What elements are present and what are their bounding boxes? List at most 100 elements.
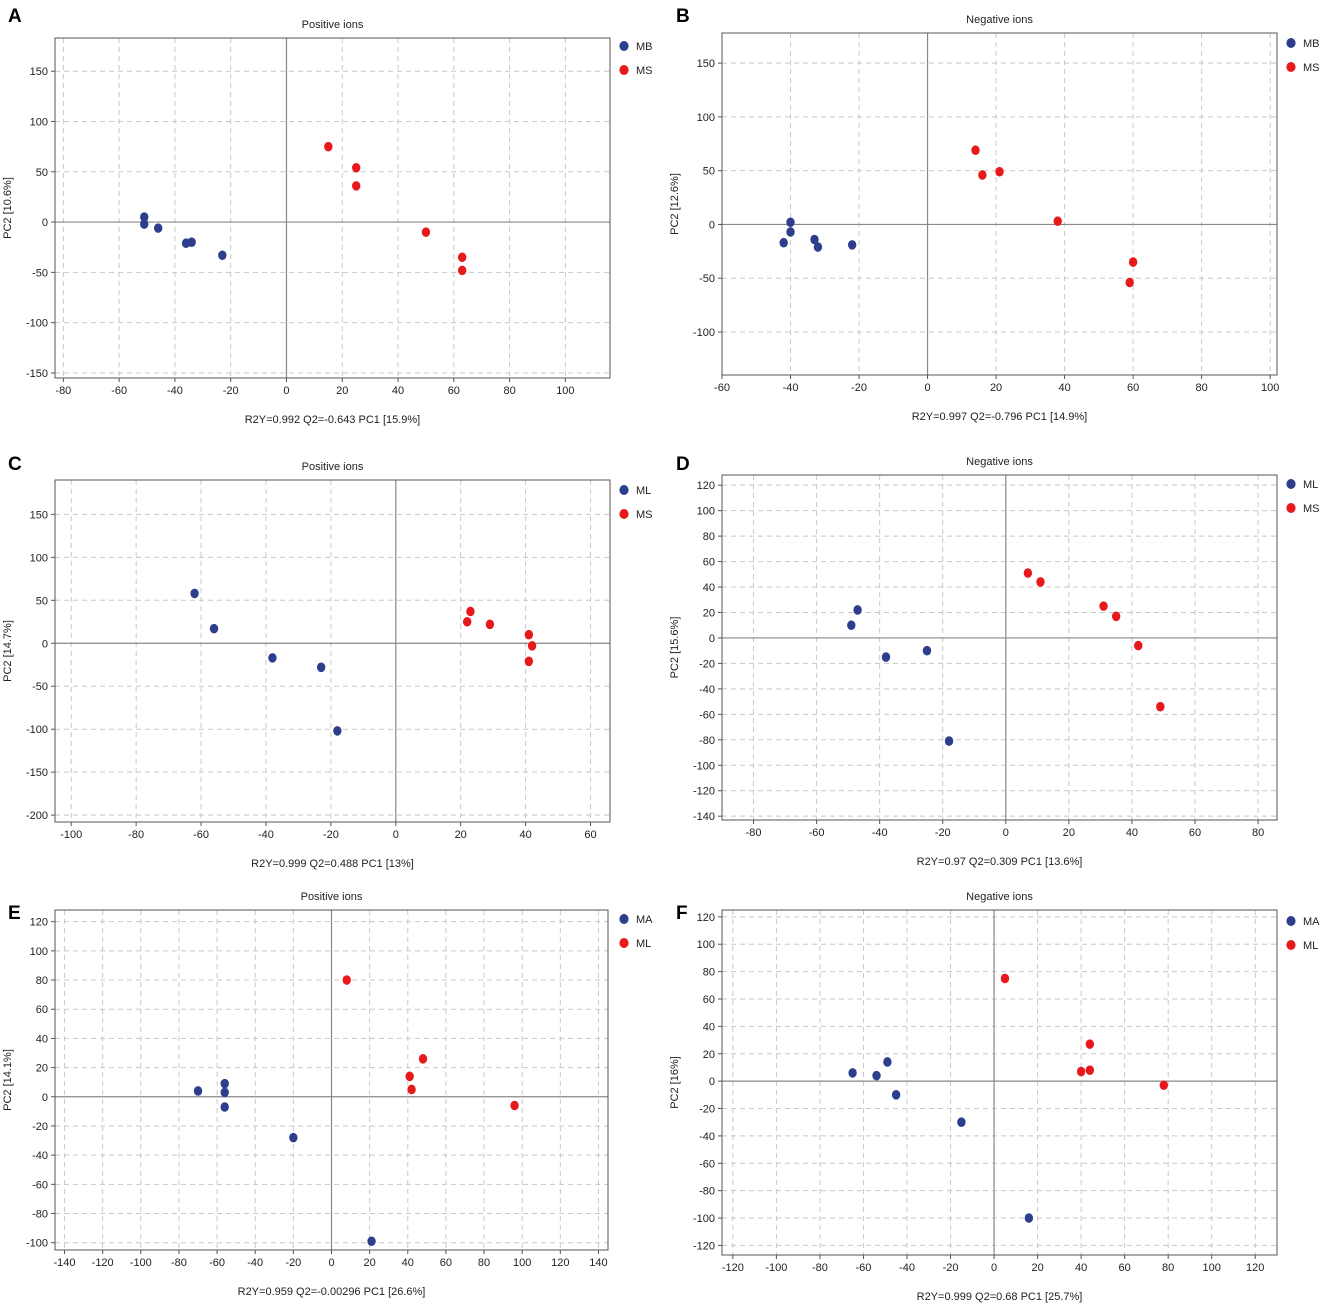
x-tick-label: -100 bbox=[130, 1257, 152, 1269]
data-point-ml bbox=[944, 736, 954, 746]
data-point-ml bbox=[1085, 1065, 1095, 1075]
panel-label: B bbox=[676, 6, 690, 27]
y-tick-label: 0 bbox=[42, 217, 48, 229]
legend-marker-ma bbox=[619, 914, 629, 924]
chart-title: Negative ions bbox=[966, 891, 1033, 903]
data-point-mb bbox=[847, 240, 857, 250]
x-tick-label: -40 bbox=[247, 1257, 263, 1269]
y-axis-label: PC2 [14.1%] bbox=[2, 1049, 14, 1111]
legend-label-ms: MS bbox=[1303, 62, 1320, 74]
plot-frame bbox=[54, 479, 611, 823]
data-point-ms bbox=[995, 166, 1004, 177]
y-tick-label: -200 bbox=[26, 810, 48, 822]
x-tick-label: 100 bbox=[556, 385, 574, 397]
legend-marker-ml bbox=[1286, 479, 1296, 489]
data-point-ma bbox=[289, 1132, 298, 1143]
data-point-ma bbox=[1024, 1213, 1034, 1223]
data-point-ma bbox=[872, 1070, 881, 1081]
data-point-ms bbox=[1111, 611, 1121, 622]
y-tick-label: -120 bbox=[693, 786, 715, 798]
x-tick-label: 40 bbox=[519, 829, 531, 841]
legend-label-mb: MB bbox=[636, 41, 653, 53]
data-point-ms bbox=[524, 656, 534, 667]
y-tick-label: -40 bbox=[699, 1131, 715, 1143]
y-tick-label: -20 bbox=[699, 1104, 715, 1116]
y-tick-label: -80 bbox=[699, 735, 715, 747]
y-tick-label: -120 bbox=[693, 1240, 715, 1252]
data-point-ms bbox=[978, 170, 987, 180]
legend-marker-ms bbox=[1286, 62, 1296, 72]
y-tick-label: -20 bbox=[699, 658, 715, 670]
data-point-ml bbox=[1159, 1080, 1169, 1091]
x-tick-label: -40 bbox=[899, 1262, 915, 1274]
x-tick-label: 80 bbox=[1196, 382, 1208, 394]
x-tick-label: 40 bbox=[1126, 827, 1138, 839]
y-tick-label: 20 bbox=[703, 1049, 715, 1061]
legend-label-ml: ML bbox=[1303, 940, 1318, 952]
legend-label-ml: ML bbox=[636, 485, 651, 497]
legend-label-ms: MS bbox=[636, 509, 653, 521]
data-point-ml bbox=[405, 1071, 414, 1082]
plot-frame bbox=[721, 909, 1278, 1256]
data-point-ms bbox=[1053, 216, 1062, 227]
x-axis-label: R2Y=0.959 Q2=-0.00296 PC1 [26.6%] bbox=[238, 1286, 426, 1298]
x-tick-label: 100 bbox=[1203, 1262, 1221, 1274]
data-point-ma bbox=[891, 1090, 901, 1100]
x-tick-label: -60 bbox=[209, 1257, 225, 1269]
data-point-ml bbox=[418, 1054, 428, 1064]
y-tick-label: 150 bbox=[30, 509, 48, 521]
panel-label: E bbox=[8, 903, 21, 924]
y-tick-label: 60 bbox=[703, 557, 715, 569]
data-point-ml bbox=[847, 620, 856, 631]
x-tick-label: -120 bbox=[722, 1262, 744, 1274]
y-tick-label: -140 bbox=[693, 811, 715, 823]
y-tick-label: -50 bbox=[699, 273, 715, 285]
y-tick-label: 80 bbox=[703, 967, 715, 979]
y-tick-label: 100 bbox=[697, 506, 715, 518]
y-tick-label: 50 bbox=[703, 166, 715, 178]
x-tick-label: 0 bbox=[924, 382, 930, 394]
x-tick-label: -20 bbox=[851, 382, 867, 394]
panel-d: -80 -60 -40 -20 0 20 40 60 80 -140 -120 -100 -80 -60 -… bbox=[669, 454, 1320, 868]
panel-b: -60 -40 -20 0 20 40 60 80 100 -100 -50 0 50 100 150 Neg… bbox=[669, 6, 1320, 423]
y-tick-label: -20 bbox=[32, 1121, 48, 1133]
y-tick-label: -150 bbox=[26, 767, 48, 779]
y-tick-label: 40 bbox=[703, 582, 715, 594]
x-tick-label: -40 bbox=[167, 385, 183, 397]
y-tick-label: 100 bbox=[697, 112, 715, 124]
plot-frame bbox=[54, 37, 611, 379]
data-point-ml bbox=[342, 975, 351, 985]
x-tick-label: -100 bbox=[60, 829, 82, 841]
x-tick-label: 60 bbox=[1189, 827, 1201, 839]
y-tick-label: 20 bbox=[703, 607, 715, 619]
y-tick-label: -150 bbox=[26, 368, 48, 380]
x-tick-label: 120 bbox=[551, 1257, 569, 1269]
x-tick-label: -80 bbox=[171, 1257, 187, 1269]
x-tick-label: 0 bbox=[328, 1257, 334, 1269]
y-tick-label: 20 bbox=[36, 1063, 48, 1075]
x-tick-label: 140 bbox=[589, 1257, 607, 1269]
x-tick-label: 20 bbox=[1031, 1262, 1043, 1274]
y-tick-label: -50 bbox=[32, 681, 48, 693]
data-point-ms bbox=[485, 619, 495, 630]
legend-marker-ma bbox=[1286, 916, 1296, 926]
x-tick-label: -20 bbox=[285, 1257, 301, 1269]
legend-label-ms: MS bbox=[1303, 503, 1320, 515]
y-tick-label: 120 bbox=[30, 917, 48, 929]
x-tick-label: 20 bbox=[990, 382, 1002, 394]
y-tick-label: 80 bbox=[36, 975, 48, 987]
y-tick-label: -40 bbox=[699, 684, 715, 696]
data-point-mb bbox=[813, 242, 823, 252]
data-point-ms bbox=[352, 181, 361, 191]
y-tick-label: -100 bbox=[26, 318, 48, 330]
x-tick-label: -120 bbox=[92, 1257, 114, 1269]
legend-marker-ml bbox=[619, 938, 629, 948]
x-axis-label: R2Y=0.997 Q2=-0.796 PC1 [14.9%] bbox=[912, 411, 1088, 423]
x-tick-label: -80 bbox=[812, 1262, 828, 1274]
data-point-ms bbox=[421, 227, 431, 237]
y-axis-label: PC2 [16%] bbox=[669, 1056, 681, 1109]
x-tick-label: -20 bbox=[223, 385, 239, 397]
x-tick-label: 60 bbox=[448, 385, 460, 397]
y-tick-label: 40 bbox=[36, 1033, 48, 1045]
y-tick-label: 50 bbox=[36, 595, 48, 607]
